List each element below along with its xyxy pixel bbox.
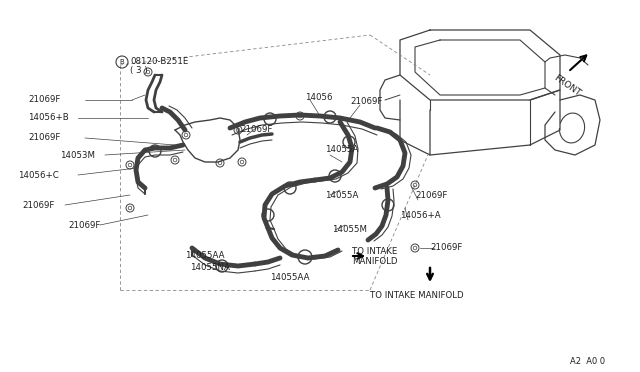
Text: 14056+C: 14056+C <box>18 170 59 180</box>
Text: 14056: 14056 <box>305 93 333 103</box>
Text: 14055AA: 14055AA <box>185 250 225 260</box>
Text: 21069F: 21069F <box>240 125 273 135</box>
Text: 21069F: 21069F <box>430 244 462 253</box>
Text: 21069F: 21069F <box>22 201 54 209</box>
Text: 14055A: 14055A <box>325 145 358 154</box>
Text: ( 3 ): ( 3 ) <box>130 65 148 74</box>
Text: 14055A: 14055A <box>325 190 358 199</box>
Text: B: B <box>120 59 124 65</box>
Text: A2  A0 0: A2 A0 0 <box>570 357 605 366</box>
Text: FRONT: FRONT <box>552 73 582 98</box>
Text: 14055AA: 14055AA <box>270 273 310 282</box>
Text: 21069F: 21069F <box>350 97 382 106</box>
Text: TO INTAKE MANIFOLD: TO INTAKE MANIFOLD <box>370 291 463 299</box>
Text: 21069F: 21069F <box>68 221 100 230</box>
Text: 21069F: 21069F <box>28 134 60 142</box>
Text: 08120-B251E: 08120-B251E <box>130 58 188 67</box>
Text: TO INTAKE: TO INTAKE <box>352 247 397 257</box>
Text: 21069F: 21069F <box>28 96 60 105</box>
Text: MANIFOLD: MANIFOLD <box>352 257 397 266</box>
Text: 14056+A: 14056+A <box>400 211 440 219</box>
Text: 14056+B: 14056+B <box>28 113 68 122</box>
Text: 21069F: 21069F <box>415 190 447 199</box>
Text: 14053M: 14053M <box>60 151 95 160</box>
Text: 14055M: 14055M <box>332 225 367 234</box>
Text: 14055NA: 14055NA <box>190 263 230 273</box>
